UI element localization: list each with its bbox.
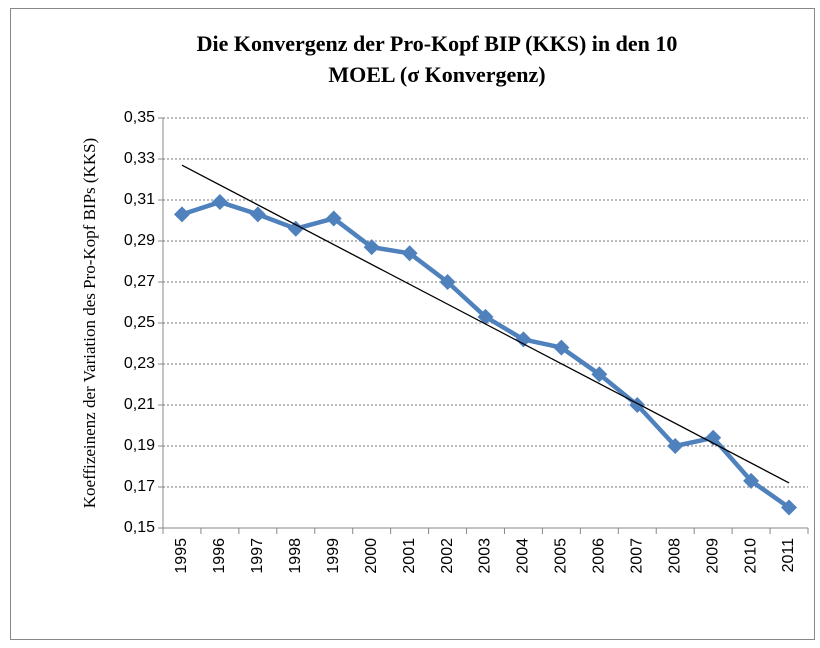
y-tick-label: 0,29: [124, 232, 155, 249]
x-tick-label: 2009: [704, 538, 721, 574]
data-point: [591, 366, 608, 383]
x-tick-label: 2001: [401, 538, 418, 574]
data-point: [325, 210, 342, 227]
x-tick-label: 2000: [363, 538, 380, 574]
data-point: [249, 206, 266, 223]
x-tick-label: 2004: [515, 538, 532, 574]
x-tick-label: 2005: [553, 538, 570, 574]
data-point: [211, 194, 228, 211]
chart-title: Die Konvergenz der Pro-Kopf BIP (KKS) in…: [196, 31, 678, 87]
chart-border: [10, 8, 815, 640]
data-point: [667, 438, 684, 454]
data-point: [553, 339, 570, 356]
y-tick-label: 0,31: [124, 191, 155, 208]
y-tick-label: 0,15: [124, 519, 155, 536]
x-tick-label: 1996: [211, 538, 228, 574]
x-tick-label: 2010: [742, 538, 759, 574]
x-tick-label: 1998: [287, 538, 304, 574]
x-tick-label: 2008: [666, 538, 683, 574]
x-tick-label: 2003: [477, 538, 494, 574]
x-tick-label: 1995: [173, 538, 190, 574]
x-tick-label: 2006: [591, 538, 608, 574]
data-point: [477, 308, 494, 325]
y-tick-label: 0,21: [124, 396, 155, 413]
y-axis-title: Koeffizeinenz der Variation des Pro-Kopf…: [80, 137, 99, 509]
y-tick-label: 0,33: [124, 150, 155, 167]
y-tick-label: 0,35: [124, 109, 155, 126]
x-tick-label: 2002: [439, 538, 456, 574]
data-point: [743, 472, 760, 489]
data-point: [173, 206, 190, 223]
trendline: [181, 164, 790, 484]
data-point: [781, 499, 798, 516]
y-tick-label: 0,17: [124, 478, 155, 495]
data-point: [439, 274, 456, 290]
data-point: [287, 220, 304, 237]
x-tick-label: 1999: [325, 538, 342, 574]
x-tick-label: 2011: [780, 538, 797, 573]
data-point: [401, 245, 418, 262]
data-point: [363, 239, 380, 256]
y-tick-label: 0,23: [124, 355, 155, 372]
x-tick-label: 1997: [249, 538, 266, 574]
x-tick-label: 2007: [628, 538, 645, 574]
data-point: [515, 331, 532, 348]
y-tick-label: 0,27: [124, 273, 155, 290]
y-tick-label: 0,25: [124, 314, 155, 331]
y-tick-label: 0,19: [124, 437, 155, 454]
